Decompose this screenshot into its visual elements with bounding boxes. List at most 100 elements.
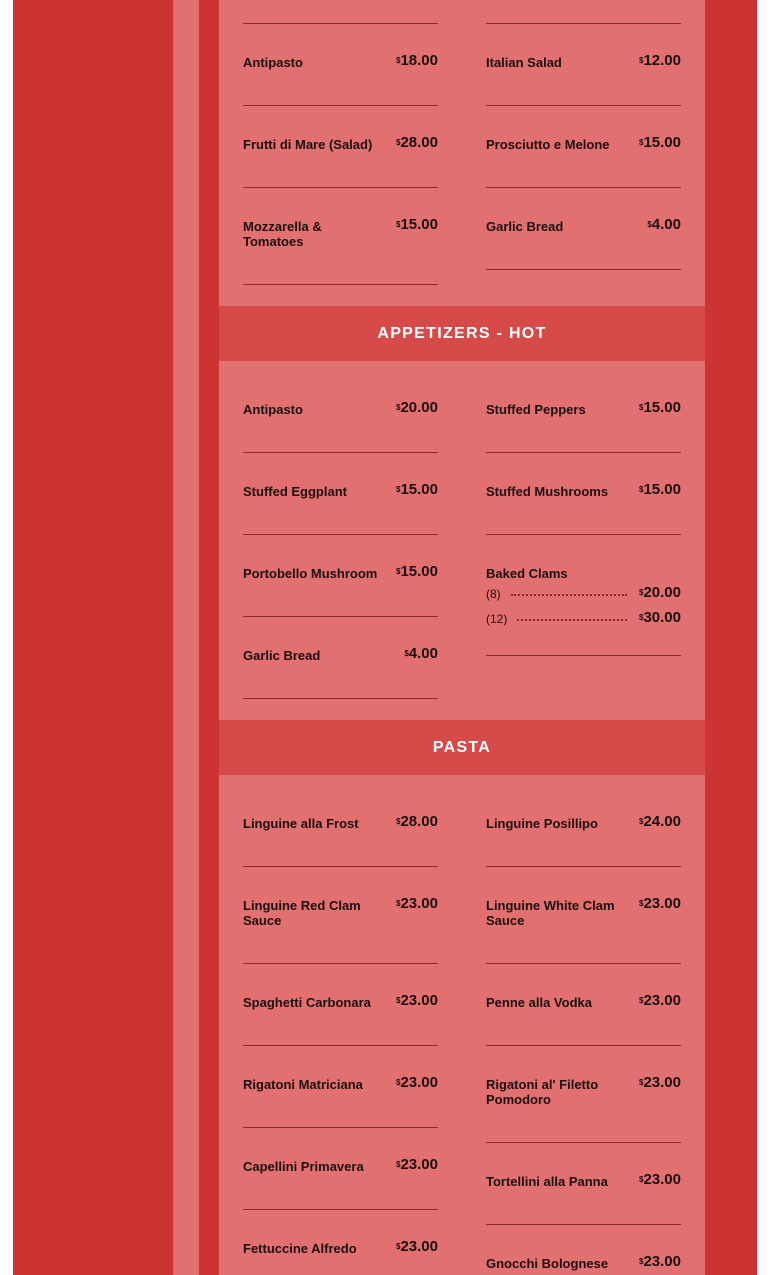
price-amount: 15.00 [400,481,438,498]
background-stripe [705,0,757,1275]
currency-symbol: $ [396,1160,401,1169]
price-amount: 23.00 [643,1074,681,1091]
item-price: $12.00 [639,53,681,68]
item-price: $15.00 [396,217,438,232]
currency-symbol: $ [639,817,644,826]
currency-symbol: $ [647,220,652,229]
menu-item: Tortellini alla Panna $23.00 [486,1143,681,1225]
item-name: Portobello Mushroom [243,566,378,581]
currency-symbol: $ [396,567,401,576]
item-price: $15.00 [639,135,681,150]
item-price: $23.00 [396,1239,438,1254]
currency-symbol: $ [396,817,401,826]
price-amount: 15.00 [643,134,681,151]
item-price: $4.00 [647,217,681,232]
menu-column-left: Antipasto $18.00 Frutti di Mare (Salad) $28… [243,3,438,285]
item-price: $20.00 [396,400,438,415]
currency-symbol: $ [396,138,401,147]
menu-item: Penne alla Vodka $23.00 [486,964,681,1046]
price-amount: 23.00 [400,1074,438,1091]
currency-symbol: $ [639,1078,644,1087]
item-name: Rigatoni al' Filetto Pomodoro [486,1077,599,1107]
currency-symbol: $ [396,1078,401,1087]
price-amount: 20.00 [400,399,438,416]
menu-column-right: Linguine Posillipo $24.00 Linguine White C… [486,775,681,1275]
item-price: $15.00 [639,400,681,415]
item-price: $23.00 [396,1075,438,1090]
price-amount: 15.00 [643,481,681,498]
menu-item: Prosciutto e Melone $15.00 [486,106,681,188]
item-option: (8) $20.00 [486,581,681,606]
currency-symbol: $ [639,1257,644,1266]
menu-column-right: Italian Salad $12.00 Prosciutto e Melone $1… [486,3,681,285]
item-price: $23.00 [639,993,681,1008]
menu-item: Garlic Bread $4.00 [486,188,681,270]
item-price: $23.00 [639,1254,681,1269]
menu-item: Linguine Red Clam Sauce $23.00 [243,867,438,964]
item-name: Garlic Bread [486,219,564,234]
option-quantity: (8) [486,586,501,601]
menu-item: Linguine White Clam Sauce $23.00 [486,867,681,964]
currency-symbol: $ [639,996,644,1005]
menu-item: Linguine alla Frost $28.00 [243,775,438,867]
price-amount: 23.00 [400,1156,438,1173]
price-amount: 4.00 [651,216,681,233]
menu-section: Antipasto $20.00 Stuffed Eggplant $15.00 Por… [219,361,705,720]
menu-item: Stuffed Mushrooms $15.00 [486,453,681,535]
menu-item: Spaghetti Carbonara $23.00 [243,964,438,1046]
item-price: $15.00 [396,482,438,497]
menu-item: Frutti di Mare (Salad) $28.00 [243,106,438,188]
menu-item: Antipasto $18.00 [243,24,438,106]
dotted-leader [517,615,627,621]
price-amount: 23.00 [400,1238,438,1255]
item-price: $15.00 [639,482,681,497]
item-price: $4.00 [404,646,438,661]
price-amount: 15.00 [643,399,681,416]
item-name: Prosciutto e Melone [486,137,610,152]
currency-symbol: $ [396,403,401,412]
price-amount: 28.00 [400,134,438,151]
item-name: Antipasto [243,402,303,417]
menu-item: Gnocchi Bolognese $23.00 [486,1225,681,1275]
item-name: Antipasto [243,55,303,70]
item-name: Gnocchi Bolognese [486,1256,609,1271]
currency-symbol: $ [639,1175,644,1184]
item-price: $23.00 [396,896,438,911]
item-price: $23.00 [396,993,438,1008]
item-price: $24.00 [639,814,681,829]
currency-symbol: $ [396,996,401,1005]
menu-item: Fettuccine Alfredo $23.00 [243,1210,438,1275]
item-price: $15.00 [396,564,438,579]
item-price: $23.00 [639,896,681,911]
menu-column-left: Antipasto $20.00 Stuffed Eggplant $15.00 Por… [243,361,438,699]
price-amount: 23.00 [643,895,681,912]
price-amount: 20.00 [643,584,681,601]
currency-symbol: $ [639,56,644,65]
item-name: Penne alla Vodka [486,995,592,1010]
item-name: Linguine Red Clam Sauce [243,898,361,928]
currency-symbol: $ [639,403,644,412]
menu-item: Portobello Mushroom $15.00 [243,535,438,617]
item-option: (12) $30.00 [486,606,681,631]
option-quantity: (12) [486,611,508,626]
divider [243,3,438,24]
price-amount: 18.00 [400,52,438,69]
currency-symbol: $ [396,220,401,229]
menu-item: Rigatoni Matriciana $23.00 [243,1046,438,1128]
price-amount: 23.00 [643,1253,681,1270]
background-stripe [199,0,219,1275]
price-amount: 24.00 [643,813,681,830]
currency-symbol: $ [639,588,644,597]
item-name: Baked Clams [486,566,568,581]
section-header: APPETIZERS - HOT [219,306,705,361]
item-name: Frutti di Mare (Salad) [243,137,373,152]
currency-symbol: $ [639,899,644,908]
item-name: Fettuccine Alfredo [243,1241,357,1256]
price-amount: 15.00 [400,563,438,580]
section-header: PASTA [219,720,705,775]
item-name: Spaghetti Carbonara [243,995,371,1010]
price-amount: 23.00 [643,1171,681,1188]
item-name: Garlic Bread [243,648,321,663]
item-name: Capellini Primavera [243,1159,364,1174]
price-amount: 12.00 [643,52,681,69]
